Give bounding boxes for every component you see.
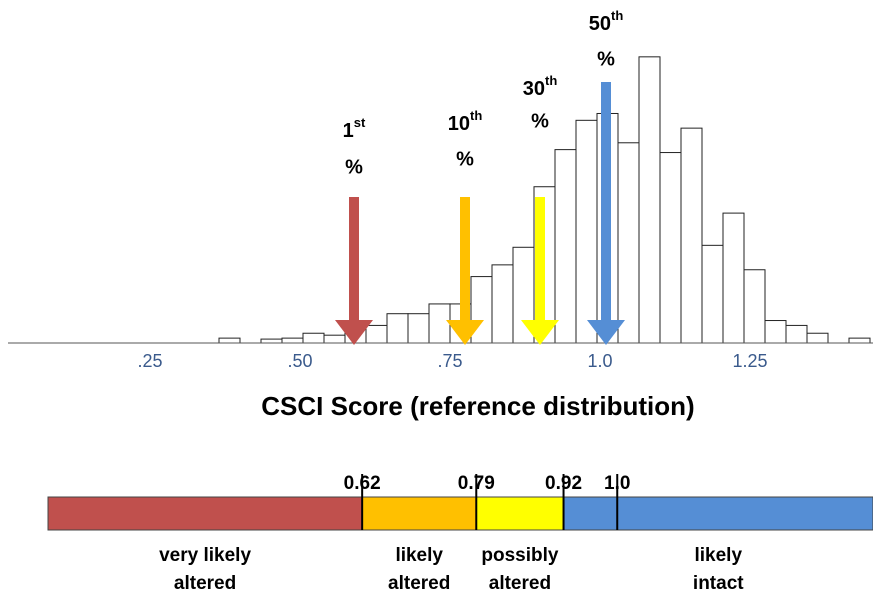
arrow-shaft (349, 197, 359, 322)
threshold-label: 1.0 (604, 473, 630, 494)
histogram-bar (680, 127, 703, 344)
band-label: very likely (159, 545, 251, 566)
x-tick-label: 1.0 (587, 351, 612, 371)
band-label: likely (395, 545, 443, 566)
percentile-number: 30 (523, 78, 545, 100)
band-label: altered (388, 573, 450, 594)
histogram-bar (764, 320, 787, 344)
arrow-shaft (460, 197, 470, 322)
percentile-label: 30th (523, 73, 558, 100)
band-segment (475, 496, 565, 531)
band-label: altered (174, 573, 236, 594)
percentile-label: 50th (589, 8, 624, 35)
histogram-bar (407, 313, 430, 344)
percentile-suffix: th (470, 108, 482, 123)
histogram-bar (701, 244, 724, 344)
histogram-bar (638, 56, 661, 344)
percentile-suffix: th (545, 73, 557, 88)
x-tick-label: .25 (137, 351, 162, 371)
histogram-bar (575, 119, 598, 344)
arrow-head (446, 320, 484, 345)
histogram-bar (365, 324, 388, 344)
histogram-bar (428, 303, 451, 344)
x-axis-title: CSCI Score (reference distribution) (261, 391, 694, 421)
percentile-label: 10th (448, 108, 483, 135)
percentile-number: 50 (589, 13, 611, 35)
percentile-unit: % (456, 148, 474, 170)
histogram-bar (386, 313, 409, 344)
histogram-bar (260, 338, 283, 344)
histogram-bar (302, 332, 325, 344)
percentile-number: 1 (343, 120, 354, 142)
threshold-label: 0.62 (344, 473, 381, 494)
arrow-head (521, 320, 559, 345)
band-label: likely (694, 545, 742, 566)
percentile-suffix: th (611, 8, 623, 23)
histogram-bar (491, 264, 514, 344)
band-segment (361, 496, 477, 531)
histogram-bar (785, 324, 808, 344)
x-tick-label: .50 (287, 351, 312, 371)
histogram-bar (743, 269, 766, 344)
histogram-bar (722, 212, 745, 344)
threshold-label: 0.79 (458, 473, 495, 494)
histogram-bar (659, 152, 682, 344)
percentile-suffix: st (354, 115, 366, 130)
percentile-unit: % (531, 110, 549, 132)
histogram-bar (281, 337, 304, 344)
x-tick-label: 1.25 (732, 351, 767, 371)
band-label: intact (693, 573, 744, 594)
histogram-bar (806, 332, 829, 344)
histogram-bar (323, 334, 346, 344)
percentile-unit: % (597, 48, 615, 70)
x-tick-label: .75 (437, 351, 462, 371)
arrow-head (587, 320, 625, 345)
percentile-number: 10 (448, 113, 470, 135)
histogram-bar (218, 337, 241, 344)
histogram-bar (554, 149, 577, 344)
histogram-bar (470, 276, 493, 344)
band-segment (563, 496, 873, 531)
arrow-shaft (535, 197, 545, 322)
band-label: altered (489, 573, 551, 594)
percentile-label: 1st (343, 115, 366, 142)
percentile-unit: % (345, 156, 363, 178)
threshold-label: 0.92 (545, 473, 582, 494)
band-label: possibly (481, 545, 559, 566)
histogram-bar (848, 337, 871, 344)
band-segment (47, 496, 363, 531)
histogram-bar (617, 142, 640, 344)
arrow-head (335, 320, 373, 345)
arrow-shaft (601, 82, 611, 322)
